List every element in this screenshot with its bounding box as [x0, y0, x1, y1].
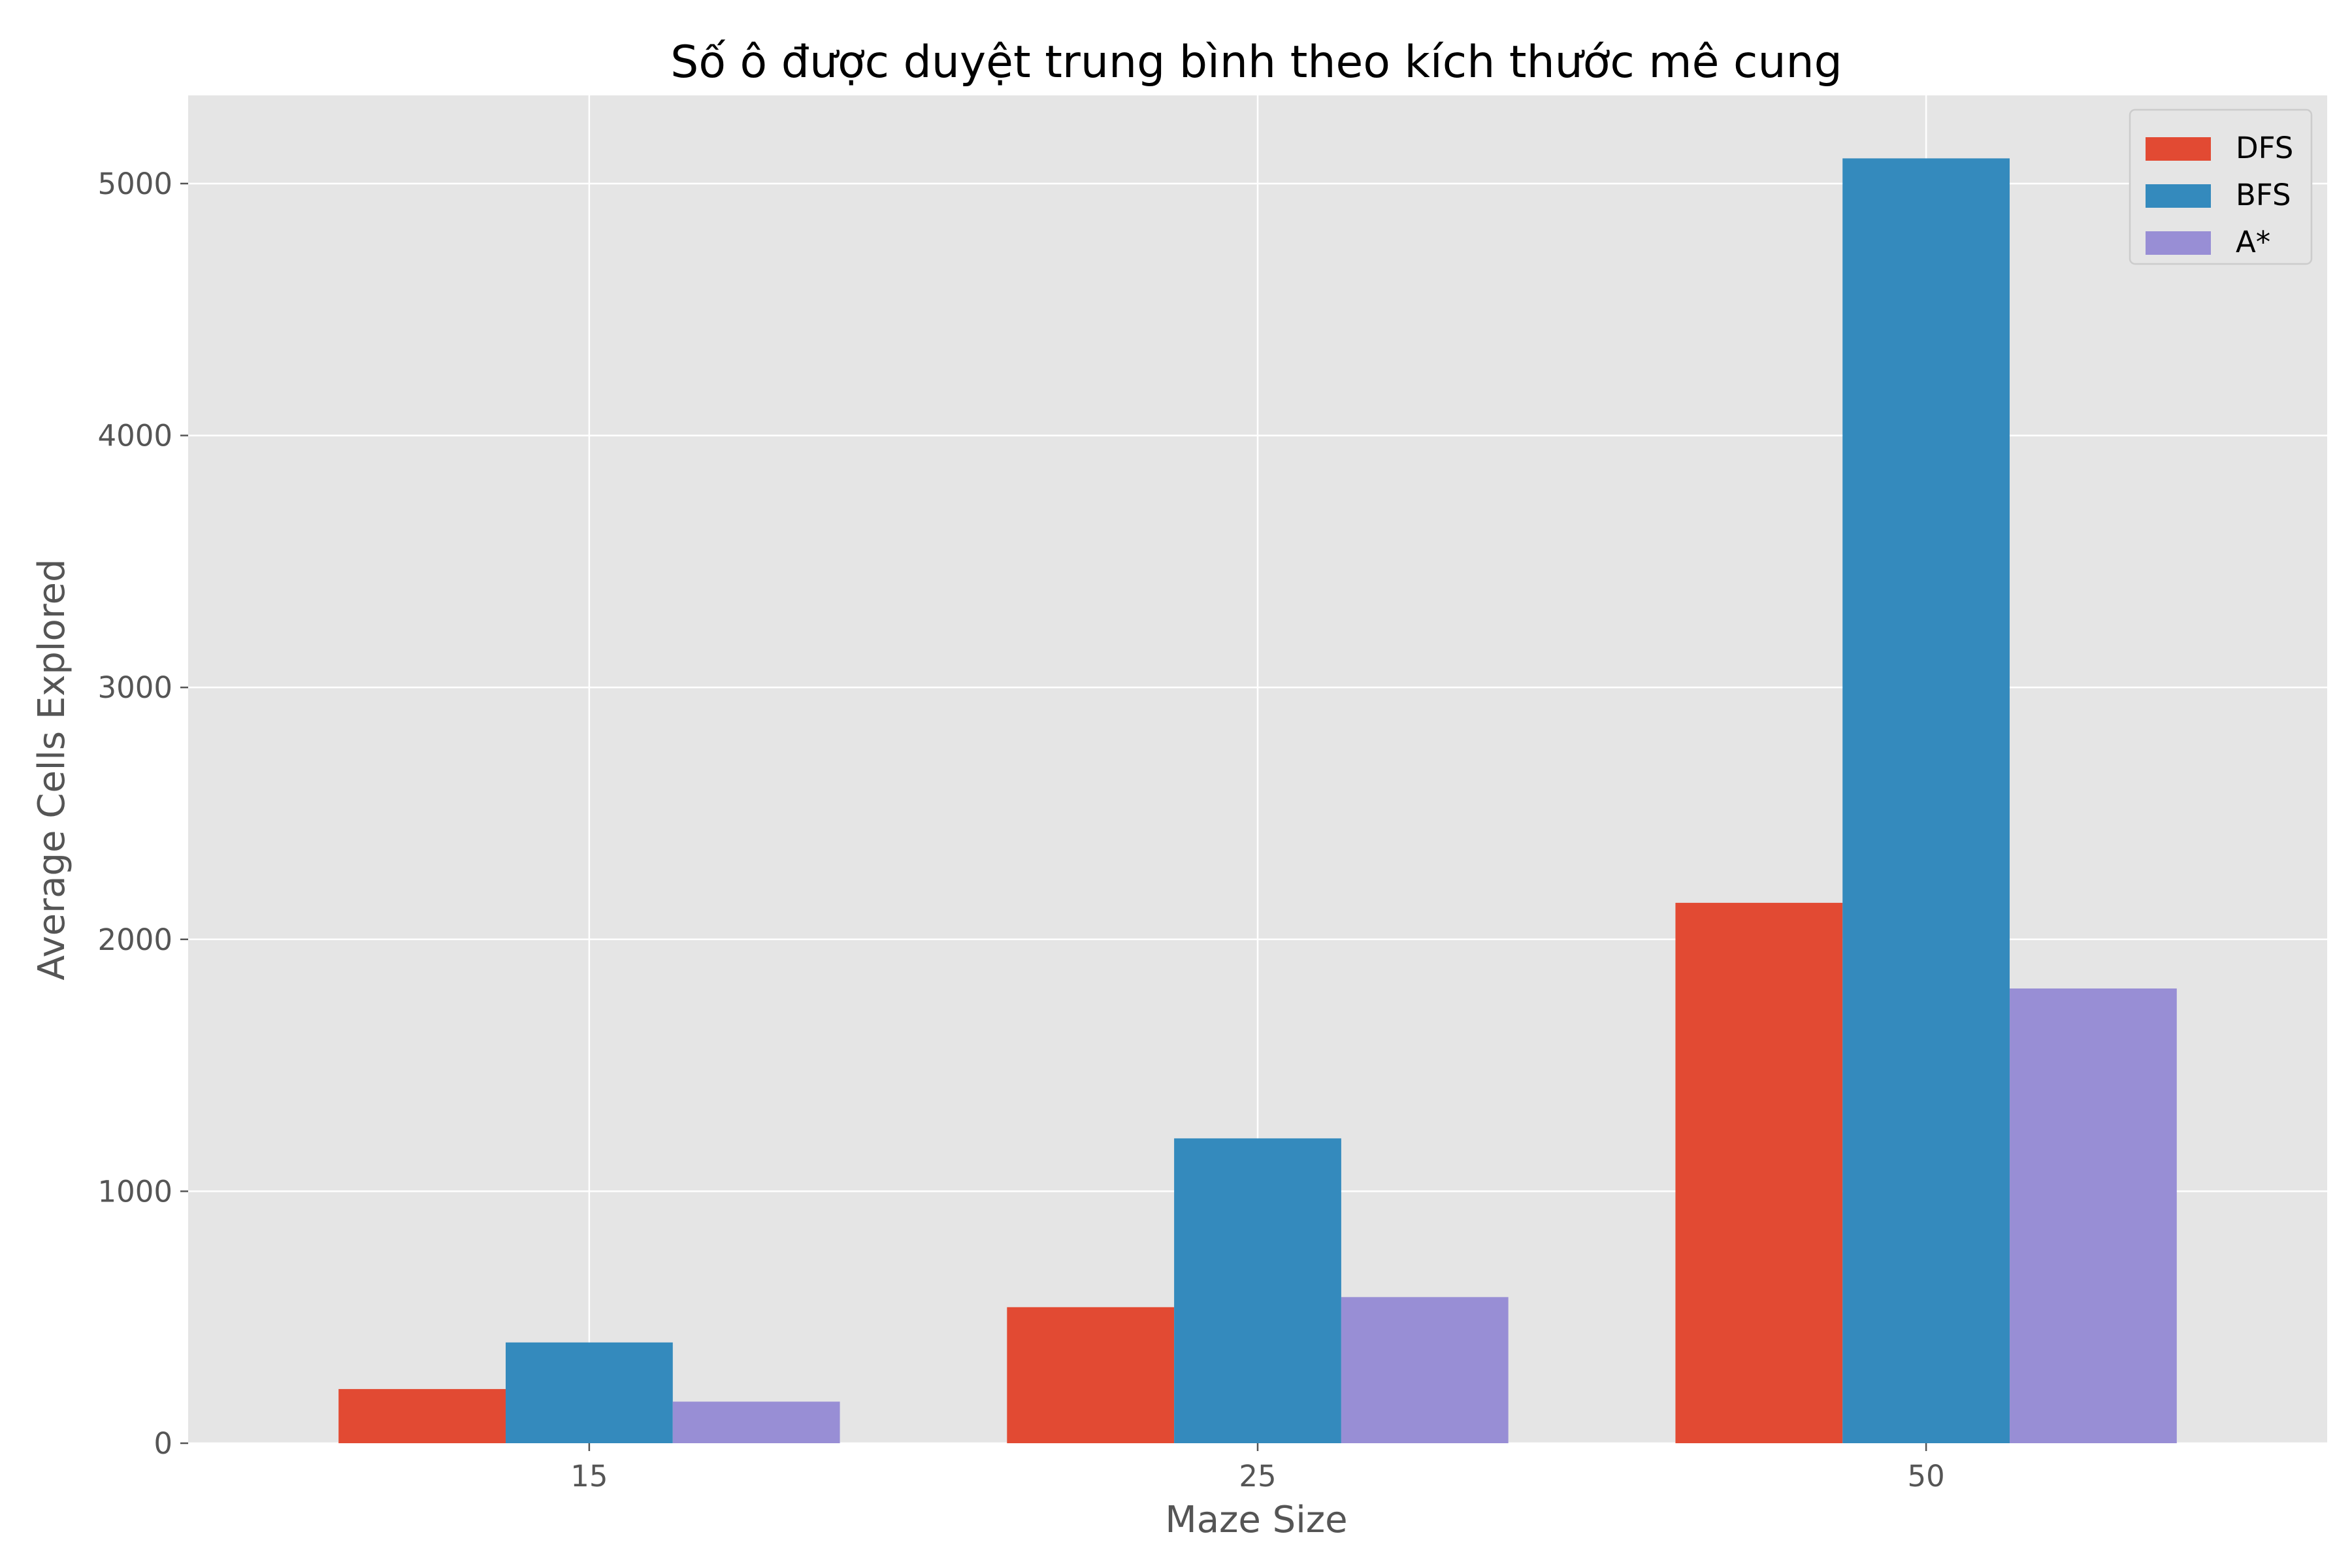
- legend-label: BFS: [2236, 178, 2291, 212]
- legend-label: DFS: [2236, 131, 2293, 165]
- y-tick-label: 2000: [97, 923, 172, 957]
- y-tick-label: 1000: [97, 1174, 172, 1209]
- axes: 0 1000 2000 3000 4000 5000 15 25 50: [97, 167, 1944, 1494]
- bar-bfs-50: [1842, 158, 2010, 1444]
- bars: [338, 158, 2177, 1444]
- chart-title: Số ô được duyệt trung bình theo kích thư…: [670, 37, 1842, 88]
- bar-dfs-25: [1007, 1307, 1175, 1443]
- bar-a-15: [672, 1401, 840, 1443]
- y-tick-label: 3000: [97, 670, 172, 705]
- legend-swatch: [2146, 231, 2211, 255]
- bar-dfs-15: [338, 1389, 506, 1443]
- bar-a-50: [2010, 988, 2177, 1443]
- x-tick-label: 25: [1239, 1459, 1276, 1494]
- legend: DFS BFS A*: [2129, 108, 2313, 265]
- y-tick-label: 4000: [97, 419, 172, 453]
- bar-bfs-25: [1174, 1138, 1341, 1443]
- x-axis-title: Maze Size: [1165, 1499, 1347, 1541]
- x-tick-label: 15: [570, 1459, 608, 1494]
- y-tick-label: 5000: [97, 167, 172, 201]
- y-tick-label: 0: [154, 1426, 172, 1461]
- legend-swatch: [2146, 184, 2211, 208]
- bar-a-25: [1341, 1297, 1509, 1443]
- y-axis-title: Average Cells Explored: [31, 559, 73, 980]
- bar-bfs-15: [505, 1342, 673, 1443]
- legend-label: A*: [2236, 225, 2270, 259]
- legend-swatch: [2146, 137, 2211, 161]
- bar-dfs-50: [1675, 902, 1843, 1443]
- x-tick-label: 50: [1907, 1459, 1944, 1494]
